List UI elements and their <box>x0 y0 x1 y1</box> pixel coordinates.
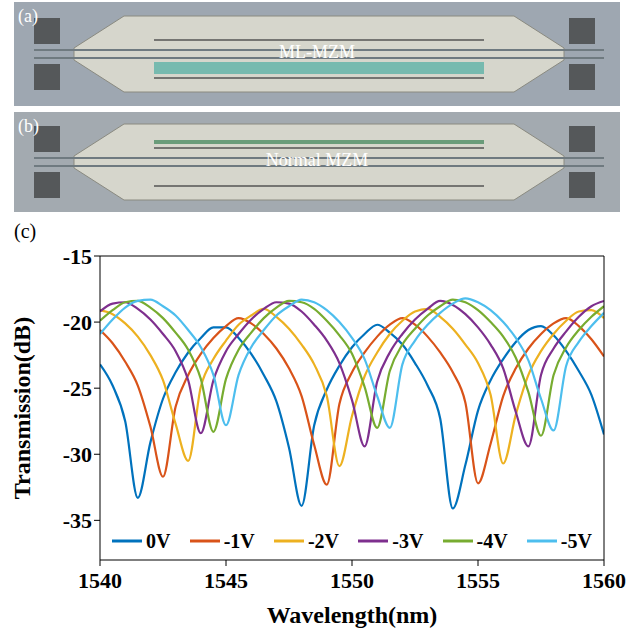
svg-text:1560: 1560 <box>582 568 626 593</box>
html-text:Normal MZM: Normal MZM <box>265 150 369 170</box>
html-text:ML-MZM: ML-MZM <box>279 42 355 62</box>
svg-text:1555: 1555 <box>456 568 500 593</box>
svg-text:1540: 1540 <box>78 568 122 593</box>
html-text:0V: 0V <box>146 529 171 552</box>
html-text:(a): (a) <box>18 6 38 26</box>
svg-text:-25: -25 <box>63 376 92 401</box>
html-text:(b): (b) <box>18 116 39 136</box>
html-text:-1V: -1V <box>223 529 255 552</box>
html-text:Transmission(dB): Transmission(dB) <box>9 316 35 500</box>
svg-text:-30: -30 <box>63 442 92 467</box>
html-text:-3V: -3V <box>392 529 424 552</box>
svg-text:-35: -35 <box>63 508 92 533</box>
html-text:(c): (c) <box>14 220 37 242</box>
svg-text:-15: -15 <box>63 244 92 269</box>
svg-text:-20: -20 <box>63 310 92 335</box>
html-text:-2V: -2V <box>307 529 339 552</box>
html-text:-4V: -4V <box>476 529 508 552</box>
svg-text:1545: 1545 <box>204 568 248 593</box>
html-text:-5V: -5V <box>560 529 592 552</box>
html-text:Wavelength(nm): Wavelength(nm) <box>266 602 438 628</box>
svg-text:1550: 1550 <box>330 568 374 593</box>
